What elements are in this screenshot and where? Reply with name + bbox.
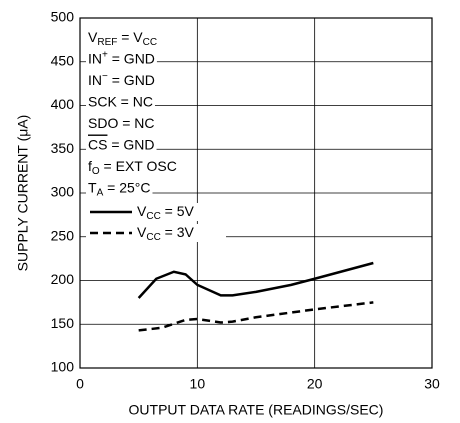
text-part: T xyxy=(88,179,97,195)
x-tick-label: 10 xyxy=(190,376,206,392)
text-part: IN xyxy=(88,50,102,66)
text-part: V xyxy=(137,224,147,240)
text-part: CC xyxy=(143,37,157,48)
text-part: SDO = NC xyxy=(88,115,155,131)
text-background xyxy=(86,92,155,111)
annotation: VREF​ = VCC​ xyxy=(88,29,157,48)
text-background xyxy=(86,135,157,154)
annotation: SDO = NC xyxy=(88,115,155,131)
text-background xyxy=(86,27,160,49)
text-part: = GND xyxy=(108,50,155,66)
annotation: CS = GND xyxy=(88,136,155,152)
text-part: = 5V xyxy=(161,203,195,219)
y-tick-label: 400 xyxy=(51,96,75,112)
text-part: = 3V xyxy=(161,224,195,240)
x-axis-label: OUTPUT DATA RATE (READINGS/SEC) xyxy=(129,402,384,418)
x-tick-label: 0 xyxy=(76,376,84,392)
text-part: = 25°C xyxy=(103,179,150,195)
text-background xyxy=(135,201,197,223)
text-background xyxy=(86,69,157,89)
text-background xyxy=(135,222,197,244)
data-line xyxy=(137,261,374,299)
x-tick-label: 30 xyxy=(424,376,440,392)
text-part: A xyxy=(97,187,104,198)
data-line xyxy=(138,301,374,332)
annotation: TA​ = 25°C xyxy=(88,179,150,198)
y-axis-label: SUPPLY CURRENT (μA) xyxy=(15,115,31,272)
text-part: V xyxy=(88,29,98,45)
text-background xyxy=(86,113,157,132)
y-tick-label: 200 xyxy=(51,271,75,287)
text-part: f xyxy=(88,158,92,174)
text-part: CS xyxy=(88,136,107,152)
y-tick-label: 450 xyxy=(51,52,75,68)
text-background xyxy=(86,156,179,178)
y-tick-label: 300 xyxy=(51,184,75,200)
text-part: + xyxy=(102,49,108,60)
text-part: CC xyxy=(146,211,160,222)
text-background xyxy=(86,48,157,68)
x-tick-label: 20 xyxy=(307,376,323,392)
y-tick-label: 350 xyxy=(51,140,75,156)
text-part: V xyxy=(137,203,147,219)
y-tick-label: 250 xyxy=(51,227,75,243)
text-part: = GND xyxy=(108,72,155,88)
annotation: SCK = NC xyxy=(88,93,153,109)
text-background xyxy=(86,178,153,200)
text-part: = V xyxy=(117,29,143,45)
text-part: IN xyxy=(88,72,102,88)
text-part: REF xyxy=(97,37,117,48)
y-tick-label: 150 xyxy=(51,315,75,331)
text-part: = GND xyxy=(107,136,154,152)
plot-frame xyxy=(79,17,433,369)
annotation: IN+​ = GND xyxy=(88,49,155,66)
text-part: SCK = NC xyxy=(88,93,153,109)
text-part: CC xyxy=(146,232,160,243)
text-part: = EXT OSC xyxy=(100,158,177,174)
text-part: O xyxy=(92,166,100,177)
annotation: fO​ = EXT OSC xyxy=(88,158,177,177)
annotation: IN−​ = GND xyxy=(88,71,155,88)
text-part: − xyxy=(102,71,108,82)
y-tick-label: 100 xyxy=(51,359,75,375)
legend-label: VCC​ = 3V xyxy=(137,224,195,243)
y-tick-label: 500 xyxy=(51,9,75,25)
legend-label: VCC​ = 5V xyxy=(137,203,195,222)
